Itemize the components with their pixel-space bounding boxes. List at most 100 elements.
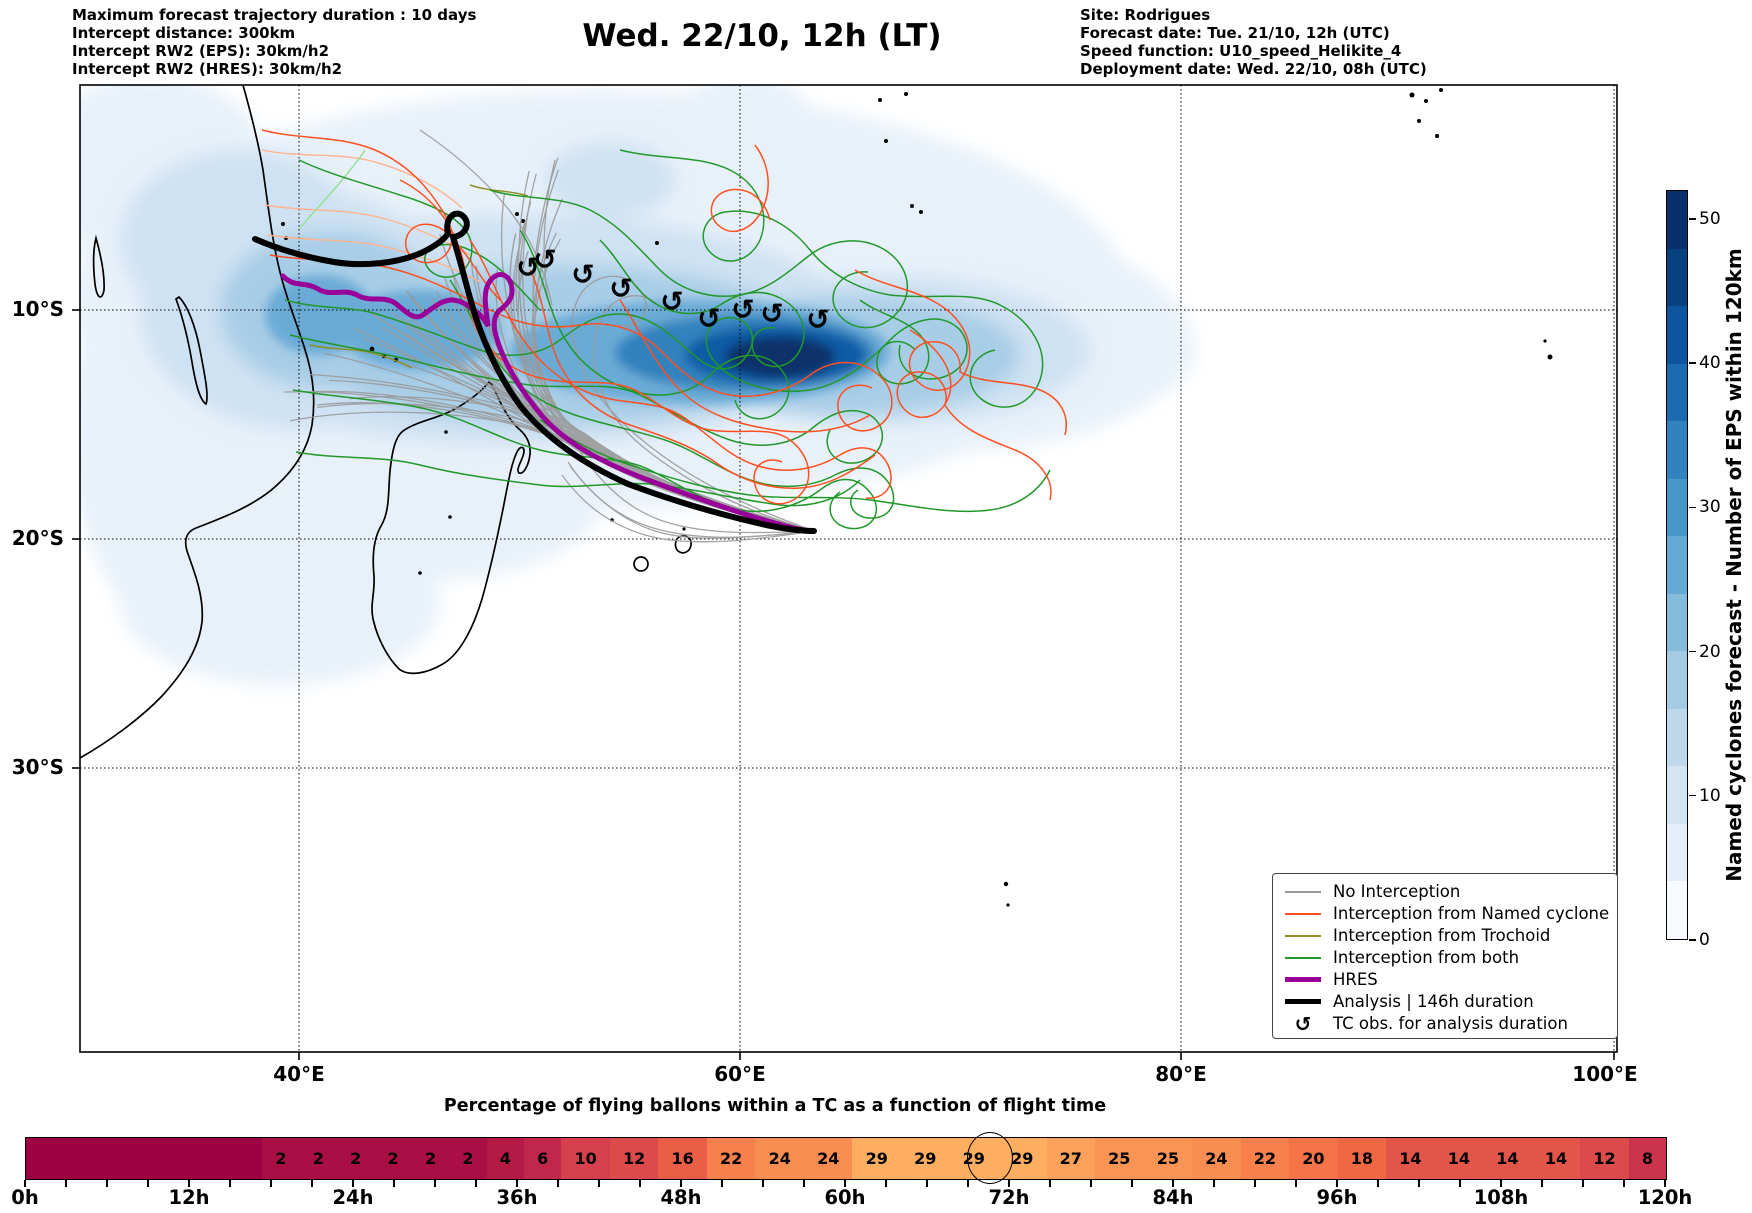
legend-line-sample	[1285, 934, 1321, 937]
flight-time-tick	[1172, 1179, 1174, 1187]
colorbar	[1666, 190, 1688, 940]
flight-time-tick	[311, 1179, 313, 1187]
lon-tick-40e: 40°E	[273, 1062, 325, 1086]
colorbar-tick	[1689, 939, 1696, 941]
flight-time-label: 0h	[11, 1186, 39, 1209]
flight-time-tick	[1295, 1179, 1297, 1187]
trajectories-trochoid	[309, 184, 529, 369]
lon-tick-60e: 60°E	[714, 1062, 766, 1086]
legend-item: Interception from both	[1285, 947, 1607, 968]
legend-label: HRES	[1333, 970, 1378, 989]
strip-segment: 24	[755, 1138, 804, 1179]
colorbar-segment	[1667, 593, 1687, 652]
header-left-block: Maximum forecast trajectory duration : 1…	[72, 6, 476, 78]
trajectory-analysis	[252, 210, 817, 534]
colorbar-segment	[1667, 823, 1687, 882]
flight-time-tick	[639, 1179, 641, 1187]
flight-time-label: 24h	[332, 1186, 374, 1209]
tc-obs-icon: ↺	[1294, 1011, 1312, 1036]
colorbar-segment	[1667, 306, 1687, 364]
flight-time-tick	[1090, 1179, 1092, 1187]
header-intercept-rw2-eps: Intercept RW2 (EPS): 30km/h2	[72, 42, 329, 60]
flight-time-tick	[24, 1179, 26, 1187]
flight-time-tick	[1008, 1179, 1010, 1187]
legend-label: Interception from Named cyclone	[1333, 904, 1610, 923]
bottom-strip-title: Percentage of flying ballons within a TC…	[443, 1096, 1107, 1116]
strip-value: 2	[424, 1149, 437, 1168]
flight-time-tick	[352, 1179, 354, 1187]
strip-segment: 2	[337, 1138, 375, 1179]
strip-segment: 12	[609, 1138, 659, 1179]
strip-segment	[26, 1138, 53, 1179]
colorbar-segment	[1667, 191, 1687, 249]
strip-segment: 14	[1386, 1138, 1435, 1179]
strip-segment	[78, 1138, 105, 1179]
strip-segment: 29	[852, 1138, 901, 1179]
lat-tick-10s: 10°S	[11, 297, 64, 321]
strip-value: 4	[499, 1149, 511, 1168]
colorbar-segment	[1667, 651, 1687, 709]
coastlines	[80, 85, 692, 759]
tc-obs-icon: ↺	[571, 258, 594, 291]
strip-segment: 2	[299, 1138, 338, 1179]
legend-label: Interception from both	[1333, 948, 1520, 967]
trajectories-gray-extra	[419, 129, 815, 543]
flight-time-label: 72h	[988, 1186, 1030, 1209]
legend-line-sample	[1285, 890, 1321, 893]
max-value-circle	[966, 1132, 1013, 1184]
colorbar-segment	[1667, 766, 1687, 824]
flight-time-label: 120h	[1637, 1186, 1693, 1209]
colorbar-tick-label: 30	[1699, 497, 1721, 518]
strip-value: 20	[1302, 1149, 1325, 1168]
trajectory-lightgreen	[299, 149, 366, 229]
strip-segment: 6	[523, 1138, 562, 1179]
flight-time-tick	[434, 1179, 436, 1187]
strip-value: 14	[1544, 1149, 1568, 1168]
lon-tick-80e: 80°E	[1155, 1062, 1207, 1086]
colorbar-tick-label: 40	[1699, 353, 1721, 374]
header-max-duration: Maximum forecast trajectory duration : 1…	[72, 6, 477, 24]
strip-value: 14	[1447, 1149, 1471, 1168]
colorbar-tick-label: 10	[1699, 785, 1721, 806]
flight-time-tick	[1377, 1179, 1379, 1187]
strip-segment: 25	[1095, 1138, 1144, 1179]
flight-time-tick	[885, 1179, 887, 1187]
strip-value: 29	[914, 1149, 937, 1168]
flight-time-tick	[65, 1179, 67, 1187]
legend-item: Interception from Trochoid	[1285, 925, 1607, 946]
flight-time-label: 108h	[1473, 1186, 1529, 1209]
strip-segment: 4	[486, 1138, 524, 1179]
page-title: Wed. 22/10, 12h (LT)	[582, 18, 942, 54]
flight-time-label: 36h	[496, 1186, 538, 1209]
flight-time-tick	[1459, 1179, 1461, 1187]
header-intercept-distance: Intercept distance: 300km	[72, 24, 296, 42]
tc-obs-icon: ↺	[660, 285, 683, 318]
strip-value: 24	[1205, 1149, 1228, 1168]
colorbar-tick-label: 20	[1699, 641, 1721, 662]
strip-segment: 18	[1337, 1138, 1387, 1179]
strip-value: 2	[312, 1149, 324, 1168]
flight-time-tick	[393, 1179, 395, 1187]
legend-line-sample	[1285, 977, 1321, 982]
flight-time-tick	[147, 1179, 149, 1187]
legend-item: HRES	[1285, 969, 1607, 990]
flight-time-tick	[1254, 1179, 1256, 1187]
strip-segment: 29	[900, 1138, 950, 1179]
colorbar-tick-label: 0	[1699, 930, 1710, 950]
header-deployment-date: Deployment date: Wed. 22/10, 08h (UTC)	[1080, 60, 1427, 78]
lake-tanganyika	[92, 234, 105, 298]
strip-segment: 16	[658, 1138, 707, 1179]
strip-value: 16	[671, 1149, 694, 1168]
legend-item: ↺ TC obs. for analysis duration	[1285, 1013, 1607, 1034]
colorbar-tick	[1689, 362, 1696, 364]
lat-tick-20s: 20°S	[11, 526, 64, 550]
colorbar-segment	[1667, 708, 1687, 767]
strip-value: 25	[1108, 1149, 1131, 1168]
strip-value: 2	[387, 1149, 399, 1168]
flight-time-tick	[680, 1179, 682, 1187]
strip-segment: 20	[1289, 1138, 1338, 1179]
strip-value: 10	[574, 1149, 597, 1168]
strip-value: 6	[537, 1149, 549, 1168]
tc-obs-icon: ↺	[697, 302, 720, 335]
flight-time-tick	[1664, 1179, 1666, 1187]
